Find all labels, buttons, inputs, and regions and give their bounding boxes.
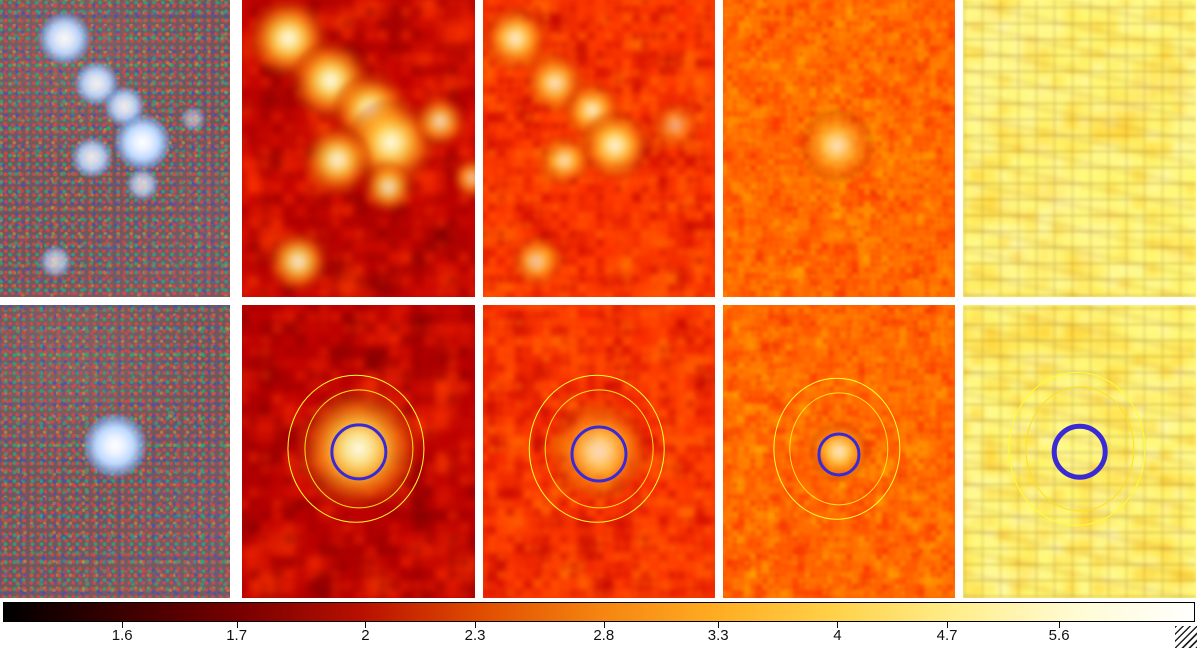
cutout-panel-r2-c2[interactable] xyxy=(242,305,475,598)
cutout-panel-r2-c4[interactable] xyxy=(723,305,955,598)
point-source xyxy=(550,402,648,501)
point-source xyxy=(38,13,90,65)
cutout-panel-r1-c3[interactable] xyxy=(483,0,715,297)
cutout-panel-r1-c4[interactable] xyxy=(723,0,955,297)
colorbar-tick xyxy=(122,622,124,628)
detector-block-pattern xyxy=(963,305,1196,598)
point-source xyxy=(414,96,466,148)
detector-block-pattern-diagonal xyxy=(963,0,1196,297)
colorbar-tick-label: 4 xyxy=(833,627,842,644)
cutout-panel-r1-c1[interactable] xyxy=(0,0,230,297)
detector-block-pattern-diagonal xyxy=(963,305,1196,598)
colorbar-tick-label: 1.6 xyxy=(111,627,133,644)
colorbar-tick xyxy=(1059,622,1061,628)
heatmap-fine-noise-layer xyxy=(963,305,1196,598)
point-source xyxy=(799,108,874,183)
point-source xyxy=(267,231,329,292)
rgb-speckle-layer xyxy=(0,0,230,297)
cutout-panel-r1-c2[interactable] xyxy=(242,0,475,297)
cutout-panel-r1-c5[interactable] xyxy=(963,0,1196,297)
point-source xyxy=(538,134,590,186)
point-source xyxy=(72,137,112,177)
colorbar-tick-label: 2.8 xyxy=(593,627,615,644)
colorbar-tick xyxy=(475,622,477,628)
cutout-panel-r2-c1[interactable] xyxy=(0,305,230,598)
heatmap-fine-noise-layer xyxy=(963,0,1196,297)
point-source xyxy=(39,245,71,277)
colorbar-tick xyxy=(718,622,720,628)
detector-block-pattern xyxy=(963,0,1196,297)
colorbar-gradient xyxy=(4,603,1194,621)
point-source xyxy=(302,125,373,196)
colorbar-tick-label: 2 xyxy=(361,627,370,644)
colorbar-tick xyxy=(365,622,367,628)
point-source xyxy=(580,110,651,181)
colorbar-tick xyxy=(947,622,949,628)
colorbar-tick xyxy=(236,622,238,628)
colorbar-tick-label: 3.3 xyxy=(707,627,729,644)
point-source xyxy=(808,421,870,482)
point-source xyxy=(652,101,699,148)
rgb-speckle-layer xyxy=(0,0,230,297)
colorbar-tick-label: 1.7 xyxy=(226,627,248,644)
colorbar-area: 1.6 1.7 2 2.3 2.8 3.3 4 4.7 5.6 xyxy=(0,598,1200,649)
panel-grid xyxy=(0,0,1196,598)
point-source xyxy=(115,115,170,170)
point-source xyxy=(451,157,475,200)
colorbar-tick xyxy=(603,622,605,628)
point-source xyxy=(510,235,562,287)
point-source xyxy=(126,168,159,200)
point-source xyxy=(83,414,147,477)
resize-grip-icon[interactable] xyxy=(1175,626,1197,648)
point-source xyxy=(181,107,205,131)
colorbar-tick-label: 4.7 xyxy=(936,627,958,644)
cutout-panel-r2-c3[interactable] xyxy=(483,305,715,598)
colorbar-tick-label: 2.3 xyxy=(464,627,486,644)
cutout-panel-r2-c5[interactable] xyxy=(963,305,1196,598)
point-source xyxy=(363,161,415,213)
colorbar-tick xyxy=(837,622,839,628)
point-source xyxy=(297,387,420,510)
colorbar-tick-label: 5.6 xyxy=(1048,627,1070,644)
heat-colorbar[interactable] xyxy=(3,602,1195,622)
